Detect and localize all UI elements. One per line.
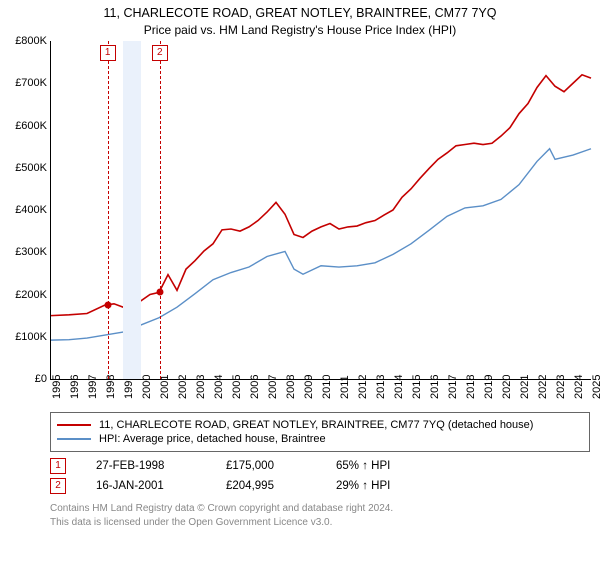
chart-subtitle: Price paid vs. HM Land Registry's House … — [0, 23, 600, 37]
x-tick-label: 1997 — [87, 375, 99, 399]
event-marker-box: 1 — [100, 45, 116, 61]
x-tick-label: 2009 — [303, 375, 315, 399]
x-tick-label: 2007 — [267, 375, 279, 399]
footer-line: This data is licensed under the Open Gov… — [50, 516, 590, 530]
transaction-row: 2 16-JAN-2001 £204,995 29% ↑ HPI — [50, 478, 590, 494]
y-tick-label: £800K — [3, 35, 47, 47]
y-tick-label: £0 — [3, 373, 47, 385]
x-tick-label: 2014 — [393, 375, 405, 399]
x-tick-label: 2025 — [591, 375, 600, 399]
transaction-marker: 1 — [50, 458, 66, 474]
legend-swatch — [57, 438, 91, 440]
transaction-date: 16-JAN-2001 — [96, 480, 196, 492]
transaction-pct: 29% ↑ HPI — [336, 480, 426, 492]
transaction-row: 1 27-FEB-1998 £175,000 65% ↑ HPI — [50, 458, 590, 474]
transaction-price: £175,000 — [226, 460, 306, 472]
legend: 11, CHARLECOTE ROAD, GREAT NOTLEY, BRAIN… — [50, 412, 590, 452]
y-tick-label: £200K — [3, 289, 47, 301]
x-tick-label: 2006 — [249, 375, 261, 399]
chart-plot-area: £0£100K£200K£300K£400K£500K£600K£700K£80… — [50, 41, 591, 380]
transaction-marker: 2 — [50, 478, 66, 494]
y-tick-label: £600K — [3, 120, 47, 132]
x-tick-label: 2010 — [321, 375, 333, 399]
transaction-price: £204,995 — [226, 480, 306, 492]
footer: Contains HM Land Registry data © Crown c… — [50, 502, 590, 529]
y-tick-label: £100K — [3, 331, 47, 343]
price-point-dot — [156, 289, 163, 296]
x-tick-label: 2018 — [465, 375, 477, 399]
x-tick-label: 1996 — [69, 375, 81, 399]
transaction-date: 27-FEB-1998 — [96, 460, 196, 472]
x-tick-label: 2020 — [501, 375, 513, 399]
x-tick-label: 2019 — [483, 375, 495, 399]
x-tick-label: 2003 — [195, 375, 207, 399]
legend-label: HPI: Average price, detached house, Brai… — [99, 433, 326, 445]
x-tick-label: 2021 — [519, 375, 531, 399]
x-tick-label: 2023 — [555, 375, 567, 399]
price-point-dot — [104, 302, 111, 309]
y-tick-label: £300K — [3, 246, 47, 258]
x-tick-label: 2001 — [159, 375, 171, 399]
x-tick-label: 2016 — [429, 375, 441, 399]
event-vline — [108, 41, 109, 379]
x-tick-label: 2004 — [213, 375, 225, 399]
transactions-table: 1 27-FEB-1998 £175,000 65% ↑ HPI 2 16-JA… — [50, 458, 590, 494]
y-tick-label: £500K — [3, 162, 47, 174]
legend-row: 11, CHARLECOTE ROAD, GREAT NOTLEY, BRAIN… — [57, 419, 583, 431]
x-tick-label: 1995 — [51, 375, 63, 399]
chart-container: 11, CHARLECOTE ROAD, GREAT NOTLEY, BRAIN… — [0, 6, 600, 566]
x-tick-label: 2002 — [177, 375, 189, 399]
chart-title: 11, CHARLECOTE ROAD, GREAT NOTLEY, BRAIN… — [0, 6, 600, 20]
x-tick-label: 2000 — [141, 375, 153, 399]
transaction-pct: 65% ↑ HPI — [336, 460, 426, 472]
shaded-band — [123, 41, 141, 379]
x-tick-label: 2013 — [375, 375, 387, 399]
event-marker-box: 2 — [152, 45, 168, 61]
x-tick-label: 2022 — [537, 375, 549, 399]
x-tick-label: 2011 — [339, 375, 351, 399]
x-tick-label: 2008 — [285, 375, 297, 399]
y-tick-label: £700K — [3, 77, 47, 89]
footer-line: Contains HM Land Registry data © Crown c… — [50, 502, 590, 516]
x-tick-label: 2015 — [411, 375, 423, 399]
x-tick-label: 2017 — [447, 375, 459, 399]
x-tick-label: 2024 — [573, 375, 585, 399]
event-vline — [160, 41, 161, 379]
y-tick-label: £400K — [3, 204, 47, 216]
legend-label: 11, CHARLECOTE ROAD, GREAT NOTLEY, BRAIN… — [99, 419, 533, 431]
legend-row: HPI: Average price, detached house, Brai… — [57, 433, 583, 445]
x-tick-label: 2005 — [231, 375, 243, 399]
legend-swatch — [57, 424, 91, 426]
x-tick-label: 2012 — [357, 375, 369, 399]
